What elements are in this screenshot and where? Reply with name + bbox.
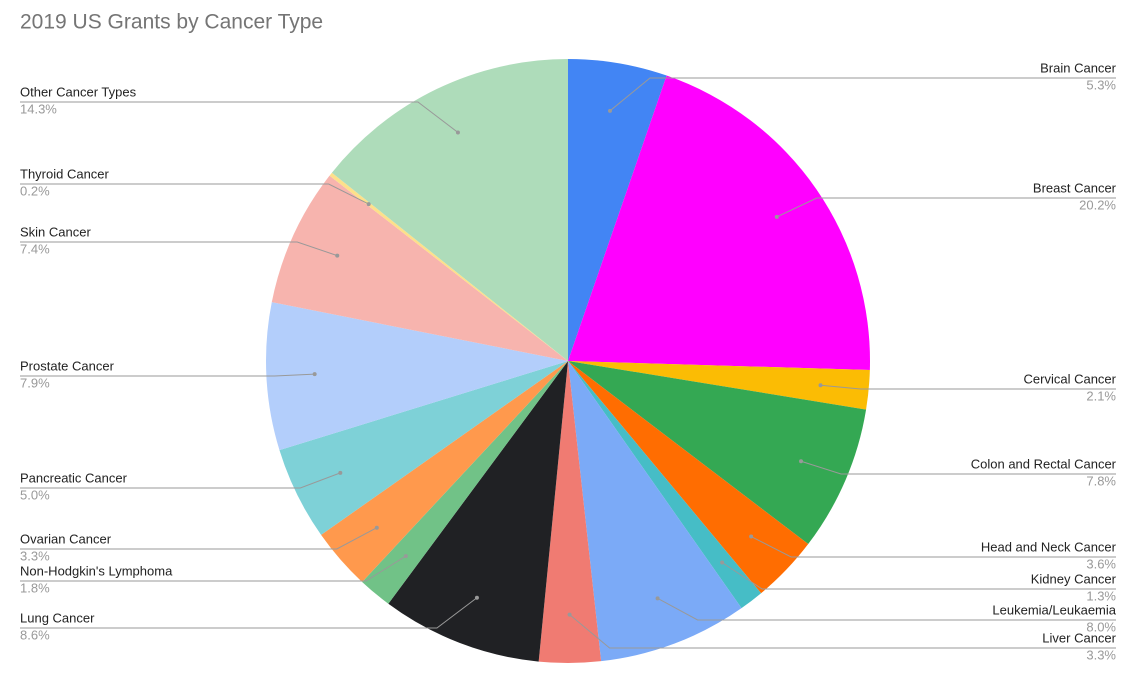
pie-slice bbox=[362, 361, 568, 604]
leader-dot bbox=[474, 595, 479, 600]
leader-line bbox=[20, 101, 459, 133]
slice-value-label: 8.6% bbox=[20, 627, 50, 642]
leader-dot bbox=[608, 108, 613, 113]
slice-label: Pancreatic Cancer bbox=[20, 470, 128, 485]
pie-slice bbox=[329, 172, 568, 361]
pie-slice bbox=[568, 361, 762, 609]
leader-dot bbox=[366, 202, 371, 207]
slice-value-label: 3.3% bbox=[20, 548, 50, 563]
slice-value-label: 7.4% bbox=[20, 241, 50, 256]
slice-value-label: 7.9% bbox=[20, 375, 50, 390]
slice-label: Head and Neck Cancer bbox=[981, 539, 1117, 554]
slice-value-label: 1.8% bbox=[20, 580, 50, 595]
leader-dot bbox=[312, 372, 317, 377]
slice-value-label: 14.3% bbox=[20, 101, 57, 116]
leader-line bbox=[657, 597, 1116, 621]
leader-line bbox=[800, 460, 1116, 475]
leader-line bbox=[20, 597, 478, 629]
slice-label: Liver Cancer bbox=[1042, 630, 1116, 645]
slice-label: Non-Hodgkin's Lymphoma bbox=[20, 563, 173, 578]
slice-value-label: 1.3% bbox=[1086, 588, 1116, 603]
leader-line bbox=[609, 77, 1116, 112]
leader-line bbox=[20, 527, 378, 550]
pie-slice bbox=[568, 361, 867, 545]
slice-label: Lung Cancer bbox=[20, 610, 95, 625]
leader-dot bbox=[567, 612, 572, 617]
leader-line bbox=[20, 555, 407, 582]
leader-dot bbox=[720, 560, 725, 565]
slice-value-label: 3.6% bbox=[1086, 556, 1116, 571]
slice-value-label: 2.1% bbox=[1086, 388, 1116, 403]
leader-line bbox=[721, 562, 1116, 590]
slice-value-label: 3.3% bbox=[1086, 647, 1116, 662]
slice-value-label: 20.2% bbox=[1079, 197, 1116, 212]
pie-slice bbox=[568, 59, 667, 361]
leader-dot bbox=[818, 383, 823, 388]
leader-dot bbox=[655, 596, 660, 601]
leader-dot bbox=[335, 253, 340, 258]
slice-label: Other Cancer Types bbox=[20, 84, 137, 99]
leader-dot bbox=[799, 459, 804, 464]
slice-label: Thyroid Cancer bbox=[20, 166, 110, 181]
slice-value-label: 0.2% bbox=[20, 183, 50, 198]
slice-label: Colon and Rectal Cancer bbox=[971, 456, 1117, 471]
leader-line bbox=[20, 472, 341, 489]
slice-label: Breast Cancer bbox=[1033, 180, 1117, 195]
leader-dot bbox=[455, 130, 460, 135]
leader-line bbox=[750, 536, 1116, 558]
leader-dot bbox=[338, 470, 343, 475]
leader-line bbox=[20, 183, 369, 205]
leader-line bbox=[20, 241, 338, 257]
slice-label: Skin Cancer bbox=[20, 224, 91, 239]
pie-slice bbox=[321, 361, 568, 582]
pie-slice bbox=[388, 361, 568, 662]
slice-value-label: 5.3% bbox=[1086, 77, 1116, 92]
pie-slice bbox=[331, 59, 568, 361]
slice-value-label: 8.0% bbox=[1086, 619, 1116, 634]
leader-dot bbox=[403, 554, 408, 559]
pie-slice bbox=[271, 175, 568, 361]
slice-label: Leukemia/Leukaemia bbox=[992, 602, 1116, 617]
pie-slice bbox=[568, 361, 870, 410]
pie-slice bbox=[266, 302, 568, 451]
leader-line bbox=[776, 197, 1116, 218]
pie-slice bbox=[568, 361, 809, 594]
leader-dot bbox=[749, 534, 754, 539]
slice-value-label: 7.8% bbox=[1086, 473, 1116, 488]
pie-slice bbox=[568, 361, 742, 662]
slice-label: Kidney Cancer bbox=[1031, 571, 1117, 586]
pie-slice bbox=[568, 75, 870, 371]
slice-value-label: 5.0% bbox=[20, 487, 50, 502]
leader-line bbox=[569, 614, 1116, 649]
leader-dot bbox=[374, 525, 379, 530]
slice-label: Prostate Cancer bbox=[20, 358, 115, 373]
slice-label: Brain Cancer bbox=[1040, 60, 1117, 75]
slice-label: Cervical Cancer bbox=[1024, 371, 1117, 386]
slice-label: Ovarian Cancer bbox=[20, 531, 112, 546]
leader-line bbox=[20, 373, 315, 377]
leader-line bbox=[820, 384, 1116, 390]
chart-title: 2019 US Grants by Cancer Type bbox=[20, 11, 323, 34]
pie-slice bbox=[538, 361, 602, 663]
leader-dot bbox=[774, 214, 779, 219]
pie-slice bbox=[279, 361, 568, 535]
